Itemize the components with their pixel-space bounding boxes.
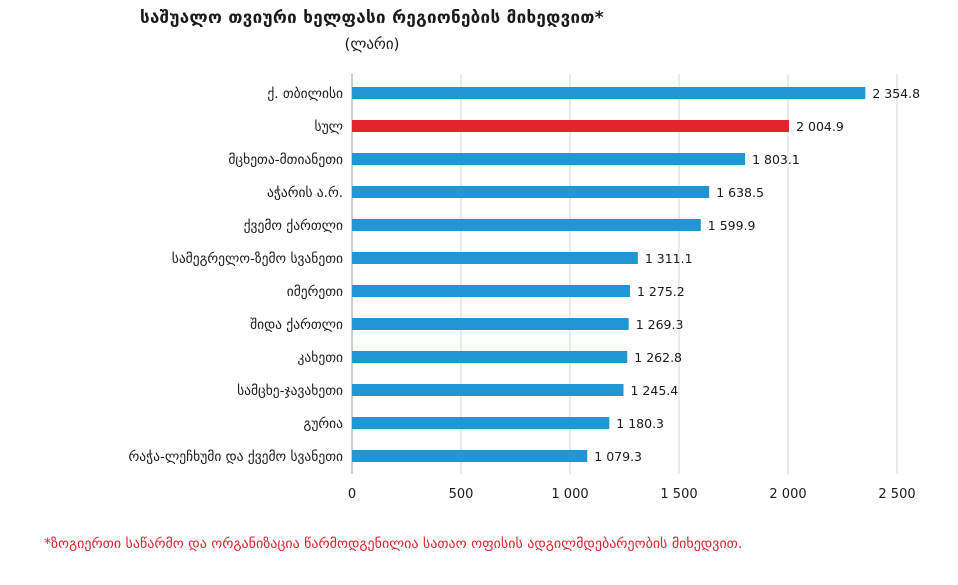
category-label: იმერეთი bbox=[287, 283, 343, 300]
bar bbox=[352, 252, 638, 264]
bar bbox=[352, 384, 624, 396]
chart-subtitle: (ლარი) bbox=[344, 35, 400, 53]
bar bbox=[352, 120, 790, 132]
x-tick-label: 1 000 bbox=[551, 487, 588, 502]
category-label: სამცხე-ჯავახეთი bbox=[237, 383, 343, 399]
category-label: კახეთი bbox=[298, 350, 343, 366]
category-label: რაჭა-ლეჩხუმი და ქვემო სვანეთი bbox=[129, 448, 343, 465]
data-label: 1 803.1 bbox=[752, 152, 800, 167]
category-label: გურია bbox=[304, 415, 344, 432]
category-label: სულ bbox=[315, 119, 343, 135]
category-label: აჭარის ა.რ. bbox=[267, 184, 343, 201]
chart-title: საშუალო თვიური ხელფასი რეგიონების მიხედვ… bbox=[140, 8, 604, 28]
data-label: 2 354.8 bbox=[872, 86, 920, 101]
category-label: ქ. თბილისი bbox=[267, 86, 343, 102]
bar bbox=[352, 417, 610, 429]
bar bbox=[352, 153, 746, 165]
data-label: 1 079.3 bbox=[594, 449, 642, 464]
bar bbox=[352, 450, 588, 462]
data-label: 1 245.4 bbox=[630, 383, 678, 398]
data-label: 1 262.8 bbox=[634, 350, 682, 365]
bar bbox=[352, 219, 701, 231]
data-label: 2 004.9 bbox=[796, 119, 844, 134]
x-tick-label: 500 bbox=[449, 487, 474, 502]
data-label: 1 311.1 bbox=[645, 251, 693, 266]
bar bbox=[352, 186, 710, 198]
bar bbox=[352, 318, 629, 330]
bar bbox=[352, 351, 628, 363]
x-tick-label: 2 500 bbox=[878, 487, 915, 502]
category-label: მცხეთა-მთიანეთი bbox=[228, 152, 343, 168]
data-label: 1 599.9 bbox=[708, 218, 756, 233]
data-label: 1 180.3 bbox=[616, 416, 664, 431]
bar bbox=[352, 285, 630, 297]
x-tick-label: 0 bbox=[348, 487, 356, 502]
bar bbox=[352, 87, 866, 99]
data-label: 1 275.2 bbox=[637, 284, 685, 299]
data-label: 1 269.3 bbox=[636, 317, 684, 332]
category-label: ქვემო ქართლი bbox=[244, 217, 343, 234]
x-tick-label: 2 000 bbox=[769, 487, 806, 502]
category-label: შიდა ქართლი bbox=[250, 316, 343, 333]
footnote: *ზოგიერთი საწარმო და ორგანიზაცია წარმოდგ… bbox=[44, 536, 743, 552]
bar-chart: 0 500 1 000 1 500 2 000 2 500 ქ. თბილისი 2 354.… bbox=[129, 74, 920, 502]
data-label: 1 638.5 bbox=[716, 185, 764, 200]
category-label: სამეგრელო-ზემო სვანეთი bbox=[172, 250, 343, 267]
x-tick-label: 1 500 bbox=[660, 487, 697, 502]
